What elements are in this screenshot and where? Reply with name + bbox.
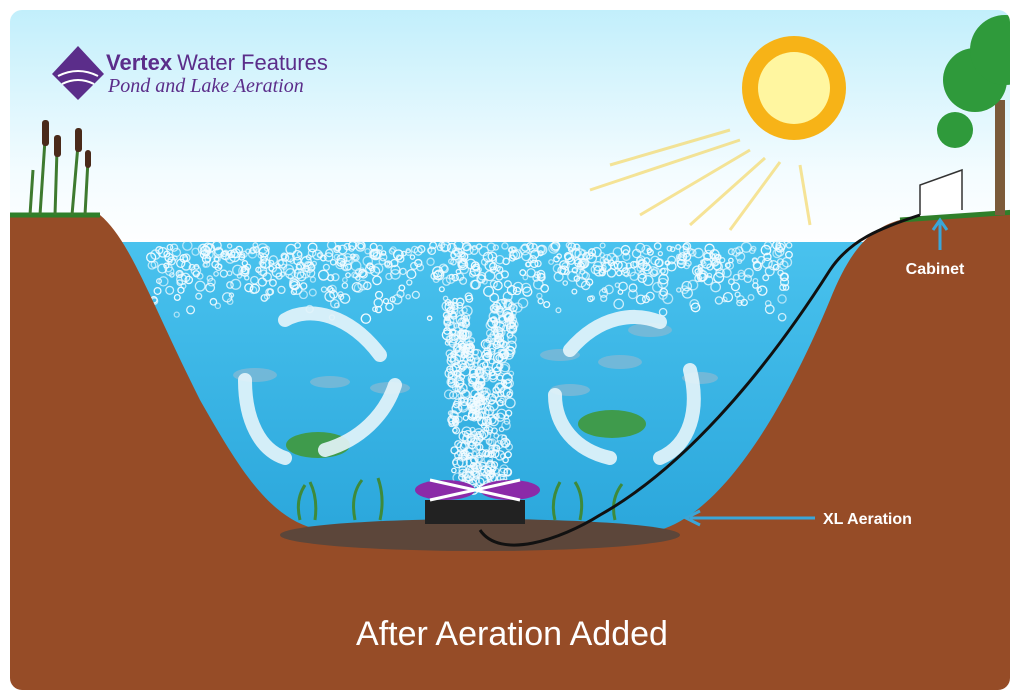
aerator-label: XL Aeration xyxy=(823,511,912,528)
brand-suffix: Water Features xyxy=(177,50,328,75)
pond-diagram: Cabinet XL Aeration After Aeration Added… xyxy=(0,0,1020,699)
caption: After Aeration Added xyxy=(356,615,668,653)
brand-tagline: Pond and Lake Aeration xyxy=(107,75,304,97)
page: {"brand": {"name": "Vertex", "suffix": "… xyxy=(0,0,1020,699)
cabinet-label: Cabinet xyxy=(906,261,965,278)
illustration: Cabinet XL Aeration After Aeration Added… xyxy=(0,0,1020,699)
brand-name: Vertex xyxy=(106,50,173,75)
sky xyxy=(0,0,1020,250)
brand-title: VertexWater Features xyxy=(106,50,328,75)
